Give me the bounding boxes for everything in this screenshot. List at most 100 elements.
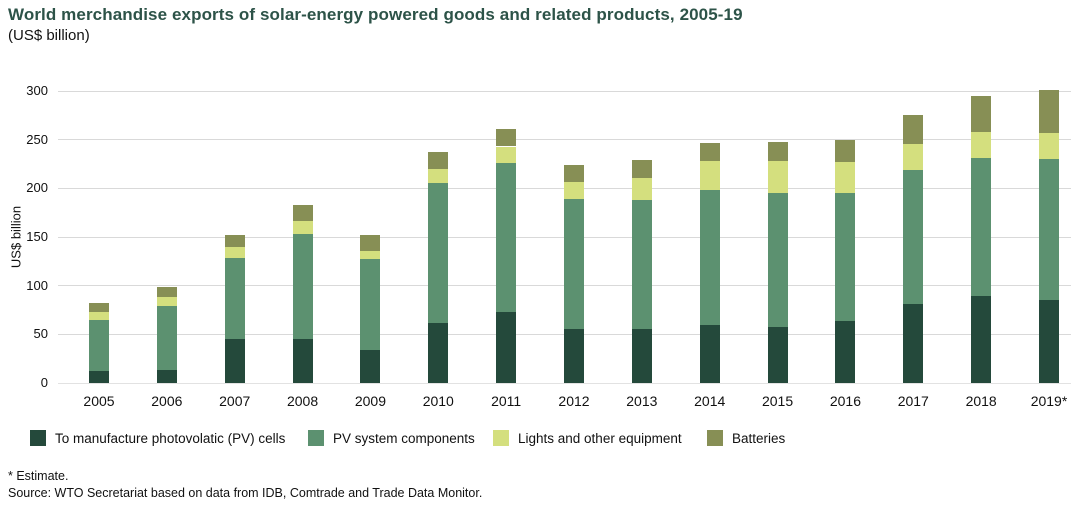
bar-segment — [631, 329, 652, 383]
bar-segment — [360, 349, 381, 383]
bar-segment — [496, 128, 517, 147]
bar-group-2014 — [699, 91, 720, 383]
bar-segment — [767, 193, 788, 327]
bar-group-2019 — [1038, 90, 1059, 383]
bar-segment — [89, 319, 109, 372]
x-tick-label-2006: 2006 — [151, 393, 183, 409]
legend-swatch-icon — [30, 430, 46, 446]
bar-segment — [224, 235, 245, 247]
bar-group-2017 — [903, 91, 924, 383]
plot-area: US$ billion 0 50 100 150 200 250 300 2005 2006 20… — [9, 83, 1071, 409]
bar-segment — [1038, 132, 1059, 160]
y-tick-label-150: 150 — [26, 229, 48, 244]
estimate-footnote: * Estimate. — [8, 469, 69, 483]
y-tick-label-100: 100 — [26, 277, 48, 293]
bar-segment — [563, 328, 584, 383]
bar-segment — [971, 296, 992, 383]
bar-segment — [224, 339, 245, 383]
bar-segment — [292, 221, 313, 235]
bar-segment — [631, 177, 652, 201]
bar-segment — [428, 182, 449, 323]
bar-segment — [563, 181, 584, 200]
chart-title: World merchandise exports of solar-energ… — [8, 5, 743, 24]
y-tick-label-0: 0 — [40, 375, 48, 390]
bar-group-2009 — [360, 91, 381, 383]
legend-label: PV system components — [333, 430, 475, 446]
bar-segment — [835, 162, 856, 194]
x-tick-label-2007: 2007 — [219, 393, 251, 409]
bar-segment — [563, 165, 584, 182]
legend-swatch-icon — [707, 430, 723, 446]
bar-segment — [835, 139, 856, 163]
legend-swatch-icon — [493, 430, 509, 446]
bar-segment — [428, 322, 449, 383]
bar-segment — [292, 339, 313, 383]
x-tick-label-2016: 2016 — [829, 393, 861, 409]
bar-group-2010 — [428, 91, 449, 383]
bar-segment — [767, 326, 788, 383]
source-note: Source: WTO Secretariat based on data fr… — [8, 486, 483, 500]
legend-label: Lights and other equipment — [518, 430, 682, 446]
bar-group-2018 — [971, 91, 992, 383]
x-tick-label-2018: 2018 — [965, 393, 997, 409]
bar-segment — [835, 193, 856, 321]
bar-segment — [699, 324, 720, 383]
bar-segment — [903, 115, 924, 144]
bar-group-2012 — [563, 91, 584, 383]
bar-group-2008 — [292, 91, 313, 383]
gridline-0 — [58, 382, 1071, 384]
bar-segment — [496, 311, 517, 383]
legend-item-1: To manufacture photovolatic (PV) cells — [30, 430, 285, 446]
legend: To manufacture photovolatic (PV) cells PV… — [0, 430, 1080, 452]
bar-segment — [156, 286, 177, 298]
bar-group-2005 — [89, 91, 109, 383]
bar-segment — [156, 306, 177, 371]
bar-group-2016 — [835, 91, 856, 383]
x-tick-label-2010: 2010 — [422, 393, 454, 409]
bar-segment — [428, 152, 449, 169]
bar-segment — [631, 200, 652, 330]
bar-segment — [496, 146, 517, 164]
bar-segment — [360, 259, 381, 350]
y-tick-label-300: 300 — [26, 83, 48, 98]
bar-group-2007 — [224, 91, 245, 383]
bar-segment — [903, 169, 924, 305]
x-tick-label-2009: 2009 — [354, 393, 386, 409]
bar-segment — [903, 143, 924, 170]
legend-swatch-icon — [308, 430, 324, 446]
x-tick-label-2008: 2008 — [286, 393, 319, 409]
chart-subtitle: (US$ billion) — [8, 27, 90, 44]
bar-segment — [699, 161, 720, 191]
x-tick-label-2011: 2011 — [491, 393, 522, 409]
bar-segment — [156, 370, 177, 383]
bar-group-2015 — [767, 91, 788, 383]
bar-segment — [360, 235, 381, 251]
bar-segment — [360, 250, 381, 260]
bar-segment — [224, 258, 245, 340]
x-tick-label-2017: 2017 — [897, 393, 929, 409]
bar-group-2013 — [631, 91, 652, 383]
bar-group-2011 — [496, 91, 517, 383]
bar-segment — [292, 234, 313, 340]
x-tick-label-2014: 2014 — [694, 393, 726, 409]
y-tick-label-50: 50 — [33, 326, 48, 342]
legend-item-2: PV system components — [308, 430, 475, 446]
legend-label: To manufacture photovolatic (PV) cells — [55, 430, 286, 446]
bar-group-2006 — [156, 91, 177, 383]
bar-segment — [971, 131, 992, 159]
x-tick-label-2012: 2012 — [558, 393, 590, 409]
bar-segment — [496, 163, 517, 312]
bar-segment — [767, 161, 788, 194]
x-tick-label-2013: 2013 — [626, 393, 658, 409]
bar-segment — [699, 190, 720, 325]
bar-segment — [767, 141, 788, 162]
x-tick-label-2015: 2015 — [761, 393, 794, 409]
bar-segment — [89, 303, 109, 312]
bar-segment — [835, 320, 856, 383]
bar-segment — [971, 158, 992, 297]
legend-item-3: Lights and other equipment — [493, 430, 682, 446]
gridline-300 — [58, 90, 1071, 92]
legend-label: Batteries — [732, 430, 786, 446]
bar-segment — [563, 199, 584, 329]
bar-segment — [631, 160, 652, 178]
